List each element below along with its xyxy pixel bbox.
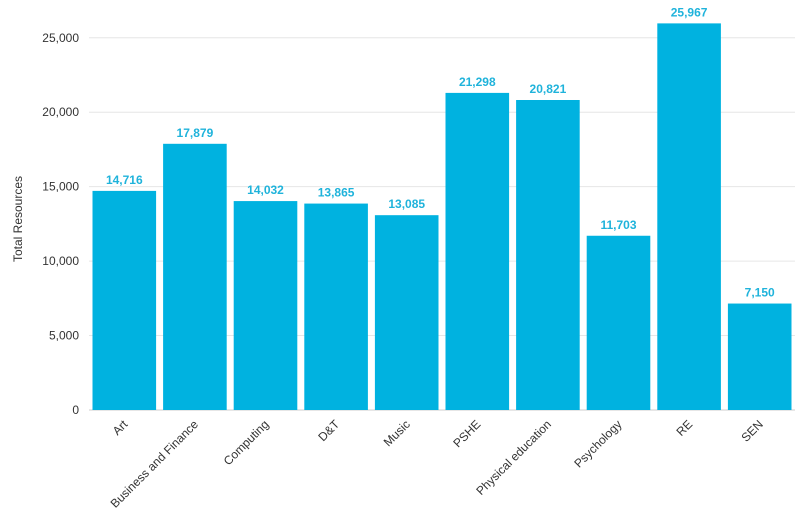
y-tick-label: 25,000 — [42, 31, 79, 45]
data-label: 14,716 — [106, 173, 143, 187]
y-tick-label: 20,000 — [42, 105, 79, 119]
data-label: 13,865 — [318, 186, 355, 200]
bar-physical-education — [516, 99, 580, 410]
bars — [92, 23, 792, 411]
data-label: 14,032 — [247, 183, 284, 197]
y-tick-label: 5,000 — [49, 329, 79, 343]
data-label: 7,150 — [745, 286, 775, 300]
bar-computing — [233, 201, 298, 410]
data-labels: 14,716 17,879 14,032 13,865 13,085 21,298 20,8… — [106, 5, 775, 299]
data-label: 11,703 — [600, 218, 636, 232]
y-tick-label: 10,000 — [42, 254, 79, 268]
y-tick-label: 15,000 — [42, 180, 79, 194]
data-label: 21,298 — [459, 75, 496, 89]
bar-pshe — [445, 92, 510, 410]
x-tick-label: RE — [674, 417, 696, 439]
x-tick-label: PSHE — [450, 417, 483, 450]
y-tick-label: 0 — [72, 403, 79, 417]
x-tick-label: Music — [381, 417, 413, 449]
bar-business-and-finance — [163, 143, 227, 410]
data-label: 25,967 — [671, 5, 708, 19]
x-tick-label: Computing — [221, 417, 272, 468]
x-tick-label: Art — [110, 417, 131, 438]
x-tick-label: SEN — [738, 417, 765, 444]
bar-art — [92, 190, 157, 410]
bar-re — [657, 23, 721, 411]
data-label: 20,821 — [530, 82, 567, 96]
x-tick-label: D&T — [315, 417, 342, 444]
bar-music — [374, 215, 439, 410]
x-tick-label: Physical education — [473, 417, 554, 498]
y-axis-ticks: 0 5,000 10,000 15,000 20,000 25,000 — [42, 31, 79, 417]
bar-sen — [727, 303, 792, 410]
bar-d-t — [304, 203, 368, 410]
data-label: 17,879 — [177, 126, 214, 140]
bar-psychology — [586, 235, 651, 410]
y-axis-title: Total Resources — [11, 176, 25, 262]
x-tick-label: Psychology — [571, 417, 624, 470]
data-label: 13,085 — [388, 197, 425, 211]
